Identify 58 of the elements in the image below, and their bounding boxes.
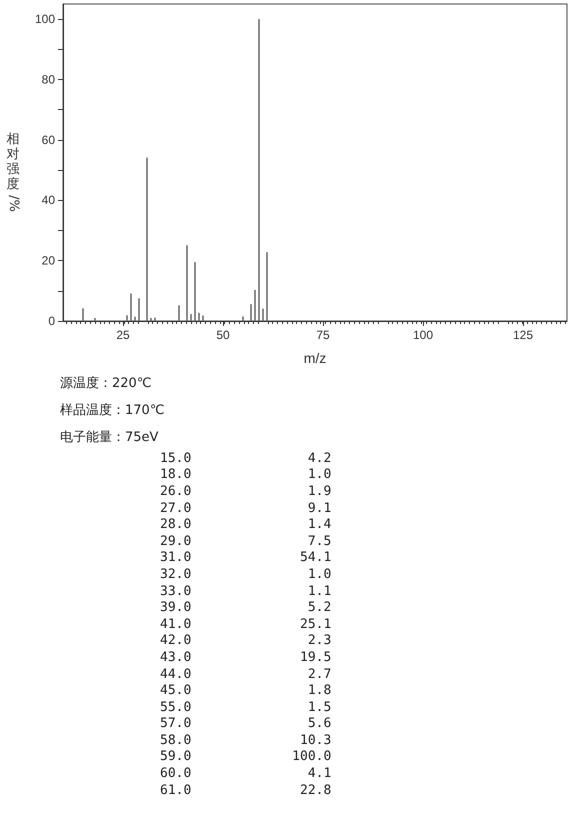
text: 41.0 xyxy=(160,616,192,633)
text: 60.0 xyxy=(160,765,192,782)
x-tick-label: 50 xyxy=(216,328,230,342)
text: 28.0 xyxy=(160,516,192,533)
text: 5.6 xyxy=(306,716,332,732)
text: 44.0 xyxy=(160,666,192,682)
text: 18.0 xyxy=(160,466,192,484)
text: 59.0 xyxy=(160,748,192,766)
text: 2.3 xyxy=(306,632,332,650)
text: 26.0 xyxy=(160,483,192,500)
text: 31.0 xyxy=(160,550,192,566)
text: 29.0 xyxy=(160,532,192,550)
text: 1.5 xyxy=(306,698,332,716)
text: 15.0 xyxy=(160,450,192,467)
text: 1.0 xyxy=(306,466,332,484)
text: 1.1 xyxy=(306,582,332,600)
text: 42.0 xyxy=(160,632,192,650)
text: 32.0 xyxy=(160,566,192,583)
text: 45.0 xyxy=(160,682,192,699)
text: 5.2 xyxy=(306,599,332,616)
text: 1.9 xyxy=(306,483,332,500)
text: 61.0 xyxy=(160,782,192,798)
text: 33.0 xyxy=(160,582,192,600)
text: 58.0 xyxy=(160,732,192,749)
text: 55.0 xyxy=(160,698,192,716)
text: 9.1 xyxy=(306,500,332,516)
x-tick-label: 25 xyxy=(116,328,130,342)
text: 39.0 xyxy=(160,599,192,616)
text: 7.5 xyxy=(306,532,332,550)
text: 1.4 xyxy=(306,516,332,533)
y-tick-label: 60 xyxy=(42,132,56,147)
text: 27.0 xyxy=(160,500,192,516)
text: 源温度：220℃ xyxy=(60,375,152,392)
text: 1.8 xyxy=(306,682,332,699)
text: 2.7 xyxy=(306,666,332,682)
x-tick-label: 75 xyxy=(316,328,330,342)
text: 100.0 xyxy=(291,748,332,766)
text: 4.1 xyxy=(306,765,332,782)
text: 43.0 xyxy=(160,649,192,666)
text: 电子能量：75eV xyxy=(60,429,160,446)
text: 1.0 xyxy=(306,566,332,583)
text: 54.1 xyxy=(299,550,332,566)
text: 57.0 xyxy=(160,716,192,732)
y-axis-title: 相对强度/% xyxy=(4,132,22,212)
x-axis-title: m/z xyxy=(304,350,326,366)
text: 22.8 xyxy=(299,782,332,798)
y-tick-label: 100 xyxy=(34,12,56,26)
x-tick-label: 125 xyxy=(512,328,534,342)
y-tick-label: 40 xyxy=(42,193,56,208)
text: 样品温度：170℃ xyxy=(60,402,164,419)
text: 25.1 xyxy=(299,616,332,633)
x-tick-label: 100 xyxy=(412,328,434,342)
text: 4.2 xyxy=(306,450,332,467)
y-tick-label: 20 xyxy=(42,254,56,268)
y-tick-label: 0 xyxy=(48,314,56,328)
y-tick-label: 80 xyxy=(42,72,56,86)
text: 19.5 xyxy=(299,649,332,666)
text: 10.3 xyxy=(299,732,332,749)
